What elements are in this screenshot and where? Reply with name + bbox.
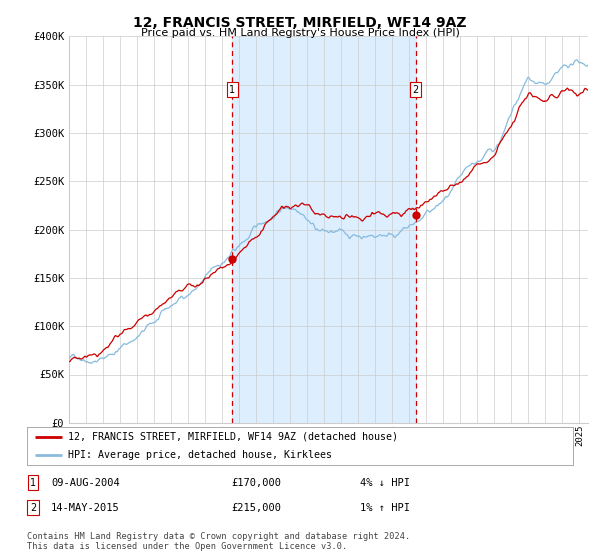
Text: 1% ↑ HPI: 1% ↑ HPI <box>360 503 410 513</box>
Text: Contains HM Land Registry data © Crown copyright and database right 2024.
This d: Contains HM Land Registry data © Crown c… <box>27 532 410 552</box>
Text: 2: 2 <box>412 85 419 95</box>
Text: 1: 1 <box>229 85 235 95</box>
Text: 4% ↓ HPI: 4% ↓ HPI <box>360 478 410 488</box>
Text: 2: 2 <box>30 503 36 513</box>
Text: 12, FRANCIS STREET, MIRFIELD, WF14 9AZ: 12, FRANCIS STREET, MIRFIELD, WF14 9AZ <box>133 16 467 30</box>
Text: 1: 1 <box>30 478 36 488</box>
Text: 12, FRANCIS STREET, MIRFIELD, WF14 9AZ (detached house): 12, FRANCIS STREET, MIRFIELD, WF14 9AZ (… <box>68 432 398 442</box>
Text: 09-AUG-2004: 09-AUG-2004 <box>51 478 120 488</box>
Text: 14-MAY-2015: 14-MAY-2015 <box>51 503 120 513</box>
Bar <box>232 36 416 423</box>
Text: Price paid vs. HM Land Registry's House Price Index (HPI): Price paid vs. HM Land Registry's House … <box>140 28 460 38</box>
Text: £215,000: £215,000 <box>231 503 281 513</box>
Text: HPI: Average price, detached house, Kirklees: HPI: Average price, detached house, Kirk… <box>68 450 332 460</box>
Text: £170,000: £170,000 <box>231 478 281 488</box>
